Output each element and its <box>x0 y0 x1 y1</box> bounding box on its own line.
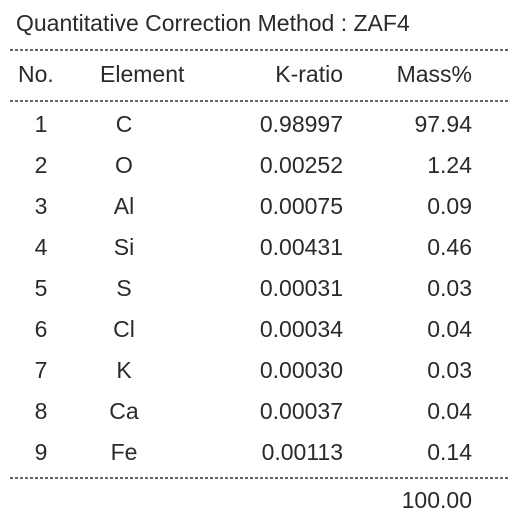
column-header: K-ratio <box>275 61 343 87</box>
table-cell: 0.09 <box>427 193 472 219</box>
total: 100.00 <box>402 487 472 513</box>
table-cell: Ca <box>109 398 139 424</box>
table-cell: 0.03 <box>427 357 472 383</box>
table-cell: 6 <box>35 316 48 342</box>
table-cell: 0.04 <box>427 316 472 342</box>
table-cell: 0.14 <box>427 439 472 465</box>
table-cell: K <box>116 357 132 383</box>
table-cell: 0.00034 <box>260 316 343 342</box>
table-cell: Al <box>114 193 134 219</box>
table-cell: 3 <box>35 193 48 219</box>
table-cell: C <box>116 111 133 137</box>
title: Quantitative Correction Method : ZAF4 <box>16 10 410 36</box>
table-cell: 0.00113 <box>262 439 343 465</box>
table-cell: O <box>115 152 133 178</box>
table-cell: 8 <box>35 398 48 424</box>
table-cell: 0.00431 <box>260 234 343 260</box>
column-header: Mass% <box>397 61 472 87</box>
table-cell: 0.00252 <box>260 152 343 178</box>
table-cell: 0.00037 <box>260 398 343 424</box>
table-cell: 4 <box>35 234 48 260</box>
column-header: Element <box>100 61 185 87</box>
table-cell: 97.94 <box>414 111 472 137</box>
table-cell: 1 <box>35 111 48 137</box>
table-cell: S <box>116 275 131 301</box>
table-cell: 0.46 <box>427 234 472 260</box>
table-cell: Si <box>114 234 134 260</box>
table-cell: 9 <box>35 439 48 465</box>
table-cell: 7 <box>35 357 48 383</box>
table-cell: 5 <box>35 275 48 301</box>
table-cell: Cl <box>113 316 135 342</box>
table-cell: 0.00030 <box>260 357 343 383</box>
table-cell: 0.03 <box>427 275 472 301</box>
table-cell: 0.04 <box>427 398 472 424</box>
table-cell: 1.24 <box>427 152 472 178</box>
table-cell: 0.98997 <box>260 111 343 137</box>
table-cell: Fe <box>111 439 138 465</box>
table-cell: 0.00031 <box>260 275 343 301</box>
column-header: No. <box>18 61 54 87</box>
table-cell: 0.00075 <box>260 193 343 219</box>
table-cell: 2 <box>35 152 48 178</box>
